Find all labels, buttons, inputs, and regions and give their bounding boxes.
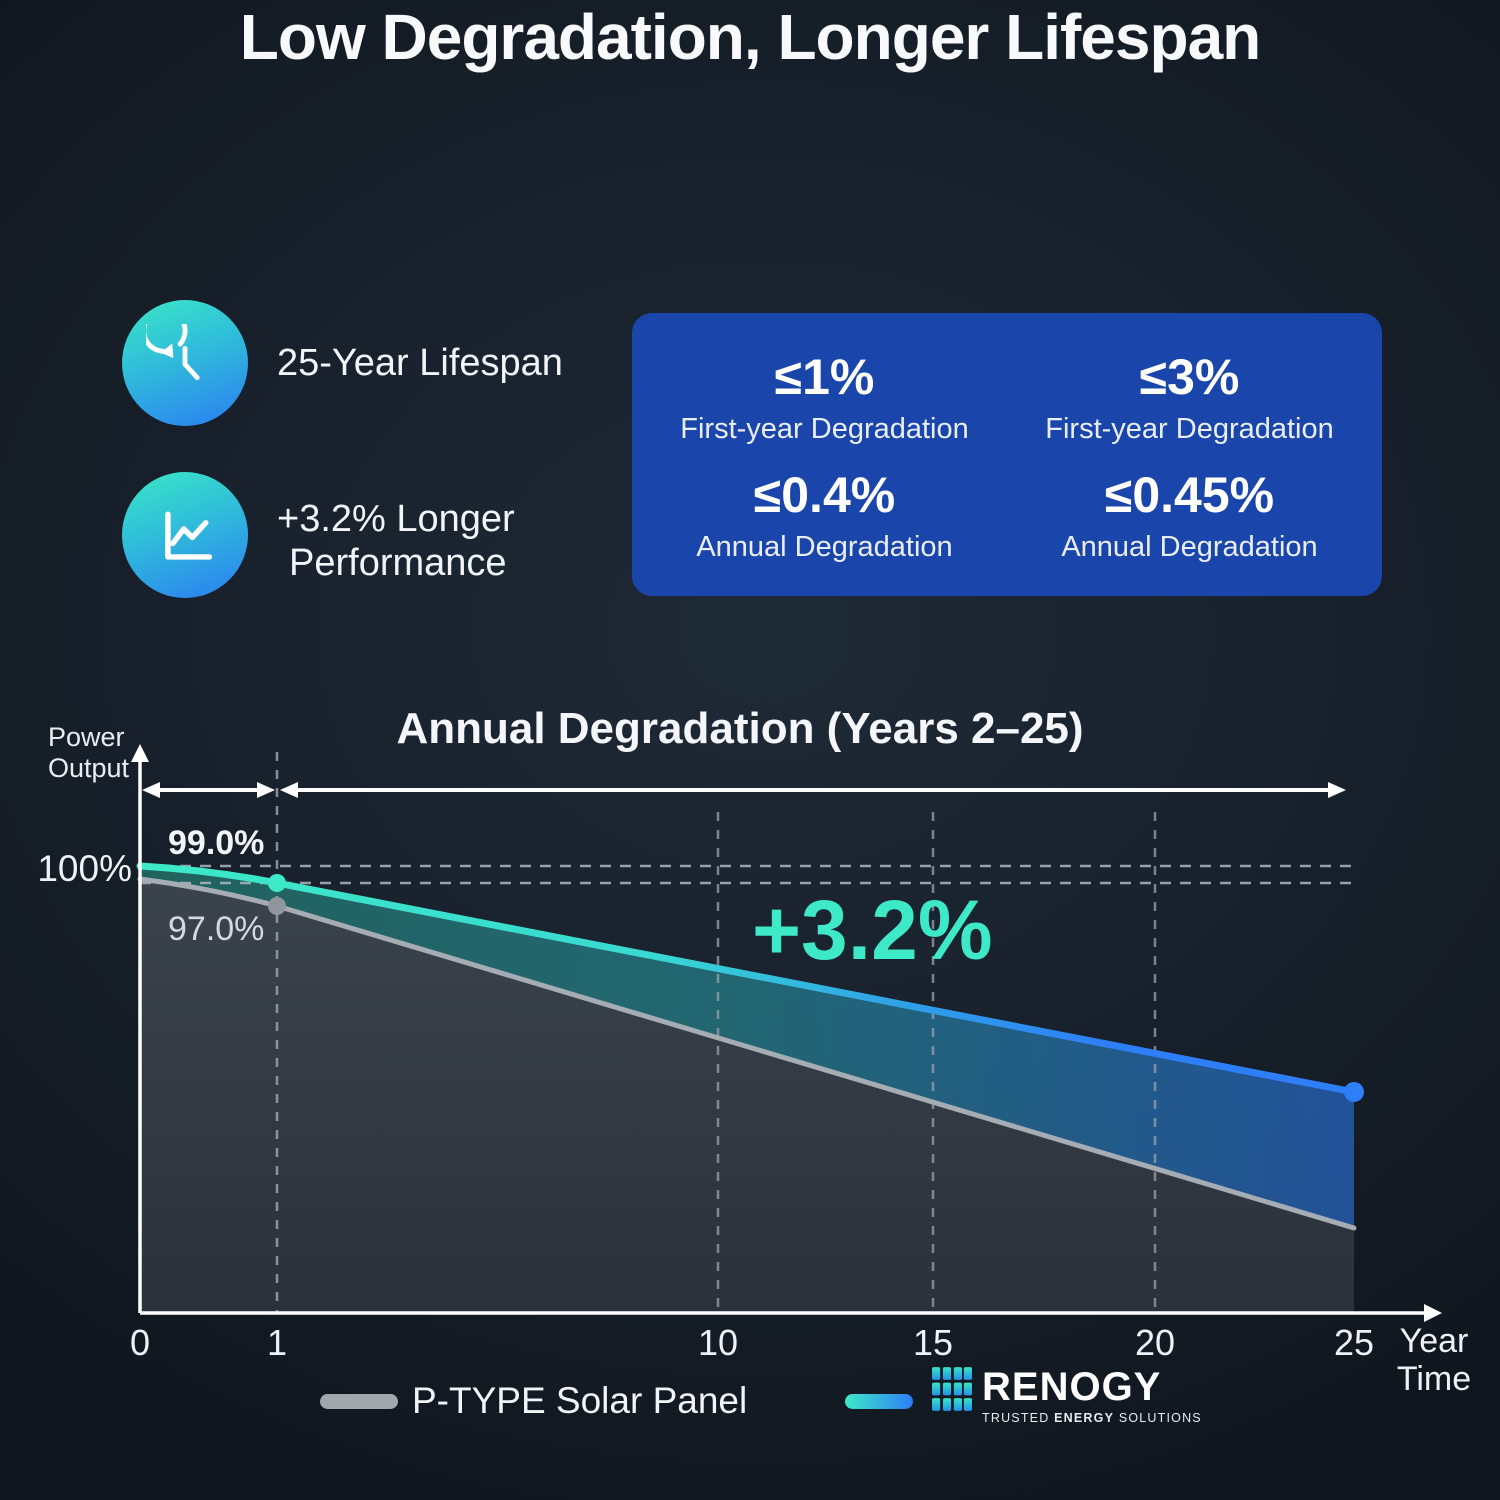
- degradation-stats-panel: ≤1% First-year Degradation ≤3% First-yea…: [632, 313, 1382, 596]
- gain-annotation: +3.2%: [752, 883, 993, 977]
- y-axis-title-line2: Output: [48, 753, 130, 783]
- x-axis: [140, 1304, 1442, 1322]
- chart-title: Annual Degradation (Years 2–25): [396, 704, 1084, 753]
- renogy-wordmark: RENOGY: [982, 1365, 1162, 1409]
- feature-performance-line1: +3.2% Longer: [277, 498, 515, 540]
- stat-renogy-first-year: ≤1% First-year Degradation: [642, 343, 1007, 453]
- x-tick-0: 0: [129, 1322, 151, 1363]
- tagline-energy: ENERGY: [1054, 1411, 1115, 1425]
- degradation-chart: [131, 744, 1442, 1322]
- stat-value: ≤0.45%: [1104, 466, 1275, 523]
- history-clock-icon: [122, 300, 248, 426]
- feature-lifespan: [122, 300, 248, 426]
- feature-performance-line2: Performance: [289, 542, 507, 584]
- y-axis: [131, 744, 149, 1313]
- tagline-solutions: SOLUTIONS: [1118, 1411, 1202, 1425]
- ptype-area-fill: [140, 879, 1354, 1313]
- y-axis-title-line1: Power: [48, 722, 125, 752]
- renogy-year1-dot: [268, 874, 286, 892]
- x-tick-25: 25: [1333, 1322, 1375, 1363]
- renogy-legend-swatch: [845, 1394, 913, 1409]
- renogy-wordmark-block: RENOGY TRUSTED ENERGY SOLUTIONS: [982, 1366, 1202, 1425]
- span-arrow-first-year: [142, 782, 275, 798]
- feature-lifespan-label: 25-Year Lifespan: [277, 342, 563, 384]
- feature-performance-label: +3.2% Longer Performance: [277, 497, 515, 585]
- x-tick-15: 15: [912, 1322, 954, 1363]
- ptype-legend-label: P-TYPE Solar Panel: [412, 1380, 748, 1421]
- x-tick-1: 1: [266, 1322, 288, 1363]
- y-ref-100pct-label: 100%: [37, 848, 132, 889]
- page-title: Low Degradation, Longer Lifespan: [239, 1, 1262, 73]
- stat-label: Annual Degradation: [696, 530, 953, 563]
- stat-label: Annual Degradation: [1061, 530, 1318, 563]
- x-axis-title: Year Time: [1392, 1322, 1476, 1398]
- x-tick-10: 10: [697, 1322, 739, 1363]
- x-axis-title-line2: Time: [1396, 1360, 1472, 1398]
- renogy-tagline: TRUSTED ENERGY SOLUTIONS: [982, 1411, 1202, 1425]
- y-axis-title: Power Output: [48, 722, 129, 784]
- renogy-year25-dot: [1344, 1082, 1364, 1102]
- renogy-logo: RENOGY TRUSTED ENERGY SOLUTIONS: [932, 1366, 1202, 1425]
- ptype-year1-dot: [268, 897, 286, 915]
- stat-renogy-annual: ≤0.4% Annual Degradation: [642, 461, 1007, 571]
- renogy-panel-icon: [932, 1367, 972, 1411]
- tagline-trusted: TRUSTED: [982, 1411, 1050, 1425]
- stat-value: ≤0.4%: [753, 466, 896, 523]
- ptype-year1-value-label: 97.0%: [168, 910, 265, 948]
- x-tick-20: 20: [1134, 1322, 1176, 1363]
- span-arrow-years-2-25: [280, 782, 1346, 798]
- renogy-year1-value-label: 99.0%: [168, 824, 265, 862]
- stat-label: First-year Degradation: [1045, 413, 1334, 446]
- feature-performance: [122, 472, 248, 598]
- ptype-legend-swatch: [320, 1394, 398, 1409]
- stat-value: ≤3%: [1139, 349, 1240, 406]
- stat-ptype-annual: ≤0.45% Annual Degradation: [1007, 461, 1372, 571]
- stat-ptype-first-year: ≤3% First-year Degradation: [1007, 343, 1372, 453]
- line-chart-icon: [122, 472, 248, 598]
- x-axis-title-line1: Year: [1399, 1322, 1469, 1360]
- stat-label: First-year Degradation: [680, 413, 969, 446]
- stat-value: ≤1%: [774, 349, 875, 406]
